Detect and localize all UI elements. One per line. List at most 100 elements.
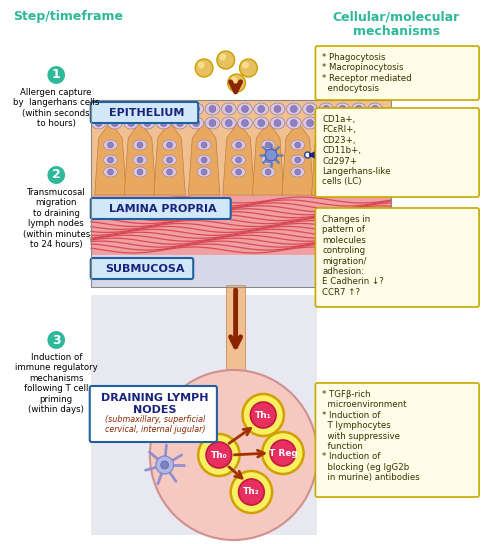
Ellipse shape — [287, 117, 301, 129]
Circle shape — [265, 157, 271, 163]
Text: EPITHELIUM: EPITHELIUM — [109, 108, 184, 118]
Text: Changes in
pattern of
molecules
controling
migration/
adhesion:
E Cadherin ↓?
CC: Changes in pattern of molecules controli… — [322, 215, 384, 297]
FancyBboxPatch shape — [90, 386, 217, 442]
Ellipse shape — [238, 103, 252, 115]
Circle shape — [295, 157, 301, 163]
Ellipse shape — [351, 117, 366, 129]
Circle shape — [323, 106, 330, 113]
Circle shape — [201, 157, 207, 163]
Circle shape — [160, 106, 167, 113]
Circle shape — [156, 456, 174, 474]
Text: CD1a+,
FCεRI+,
CD23+,
CD11b+,
Cd297+
Langerhans-like
cells (LC): CD1a+, FCεRI+, CD23+, CD11b+, Cd297+ Lan… — [322, 115, 391, 187]
Text: T Reg: T Reg — [269, 448, 297, 458]
Circle shape — [107, 169, 113, 175]
Circle shape — [324, 169, 330, 175]
Circle shape — [242, 120, 248, 127]
Text: Step/timeframe: Step/timeframe — [13, 10, 123, 23]
Ellipse shape — [350, 155, 364, 165]
Circle shape — [258, 106, 265, 113]
Circle shape — [46, 330, 66, 350]
Circle shape — [250, 402, 276, 428]
FancyBboxPatch shape — [91, 102, 198, 123]
Circle shape — [354, 142, 360, 148]
Circle shape — [137, 142, 143, 148]
Circle shape — [324, 157, 330, 163]
Circle shape — [225, 106, 232, 113]
Circle shape — [274, 106, 281, 113]
Ellipse shape — [335, 103, 350, 115]
Ellipse shape — [91, 103, 106, 115]
Ellipse shape — [163, 140, 177, 150]
Ellipse shape — [205, 117, 220, 129]
Circle shape — [354, 157, 360, 163]
Ellipse shape — [221, 117, 236, 129]
Circle shape — [166, 169, 172, 175]
Circle shape — [306, 106, 314, 113]
Circle shape — [265, 149, 277, 161]
Ellipse shape — [124, 103, 138, 115]
Ellipse shape — [351, 103, 366, 115]
Ellipse shape — [232, 140, 245, 150]
Circle shape — [228, 74, 245, 92]
Circle shape — [209, 106, 216, 113]
Ellipse shape — [291, 167, 304, 177]
Circle shape — [195, 59, 213, 77]
Circle shape — [295, 169, 301, 175]
Ellipse shape — [197, 167, 211, 177]
Text: Cellular/molecular
mechanisms: Cellular/molecular mechanisms — [333, 10, 460, 38]
Ellipse shape — [350, 140, 364, 150]
Ellipse shape — [133, 167, 147, 177]
FancyBboxPatch shape — [316, 108, 479, 197]
Circle shape — [372, 120, 378, 127]
Polygon shape — [223, 122, 255, 195]
Ellipse shape — [335, 117, 350, 129]
Circle shape — [242, 61, 249, 69]
Ellipse shape — [302, 117, 318, 129]
Ellipse shape — [197, 155, 211, 165]
Text: 3: 3 — [52, 333, 60, 347]
Circle shape — [323, 120, 330, 127]
Polygon shape — [312, 122, 343, 195]
Circle shape — [265, 169, 271, 175]
Ellipse shape — [133, 140, 147, 150]
Circle shape — [239, 479, 264, 505]
Ellipse shape — [238, 117, 252, 129]
Circle shape — [170, 406, 188, 424]
Ellipse shape — [368, 117, 382, 129]
Ellipse shape — [140, 117, 155, 129]
Text: SUBMUCOSA: SUBMUCOSA — [105, 264, 185, 274]
Circle shape — [236, 142, 242, 148]
Polygon shape — [282, 122, 314, 195]
Polygon shape — [252, 122, 284, 195]
Circle shape — [354, 169, 360, 175]
Ellipse shape — [232, 167, 245, 177]
Text: DRAINING LYMPH
NODES: DRAINING LYMPH NODES — [101, 393, 209, 415]
Circle shape — [217, 51, 235, 69]
Ellipse shape — [320, 155, 334, 165]
Polygon shape — [188, 122, 220, 195]
Circle shape — [201, 169, 207, 175]
Text: Allergen capture
by  langerhans cells
(within seconds
to hours): Allergen capture by langerhans cells (wi… — [13, 88, 99, 128]
Circle shape — [144, 106, 151, 113]
Circle shape — [137, 169, 143, 175]
Circle shape — [176, 411, 183, 419]
Ellipse shape — [291, 155, 304, 165]
Circle shape — [46, 165, 66, 185]
Circle shape — [107, 142, 113, 148]
Text: Induction of
immune regulatory
mechanisms
following T cell
priming
(within days): Induction of immune regulatory mechanism… — [15, 353, 98, 414]
Bar — [91, 295, 318, 535]
Text: (submaxillary, superficial
cervical, internal jugular): (submaxillary, superficial cervical, int… — [105, 415, 205, 435]
Circle shape — [339, 120, 346, 127]
Text: Th₂: Th₂ — [243, 487, 260, 497]
Circle shape — [206, 442, 232, 468]
Text: * TGFβ-rich
  microenvironment
* Induction of
  T lymphocytes
  with suppressive: * TGFβ-rich microenvironment * Induction… — [322, 390, 420, 482]
Ellipse shape — [320, 140, 334, 150]
Circle shape — [324, 142, 330, 148]
Ellipse shape — [156, 117, 171, 129]
Ellipse shape — [270, 117, 285, 129]
Bar — [91, 255, 392, 287]
Ellipse shape — [189, 103, 204, 115]
Ellipse shape — [163, 155, 177, 165]
Circle shape — [201, 142, 207, 148]
Circle shape — [306, 120, 314, 127]
